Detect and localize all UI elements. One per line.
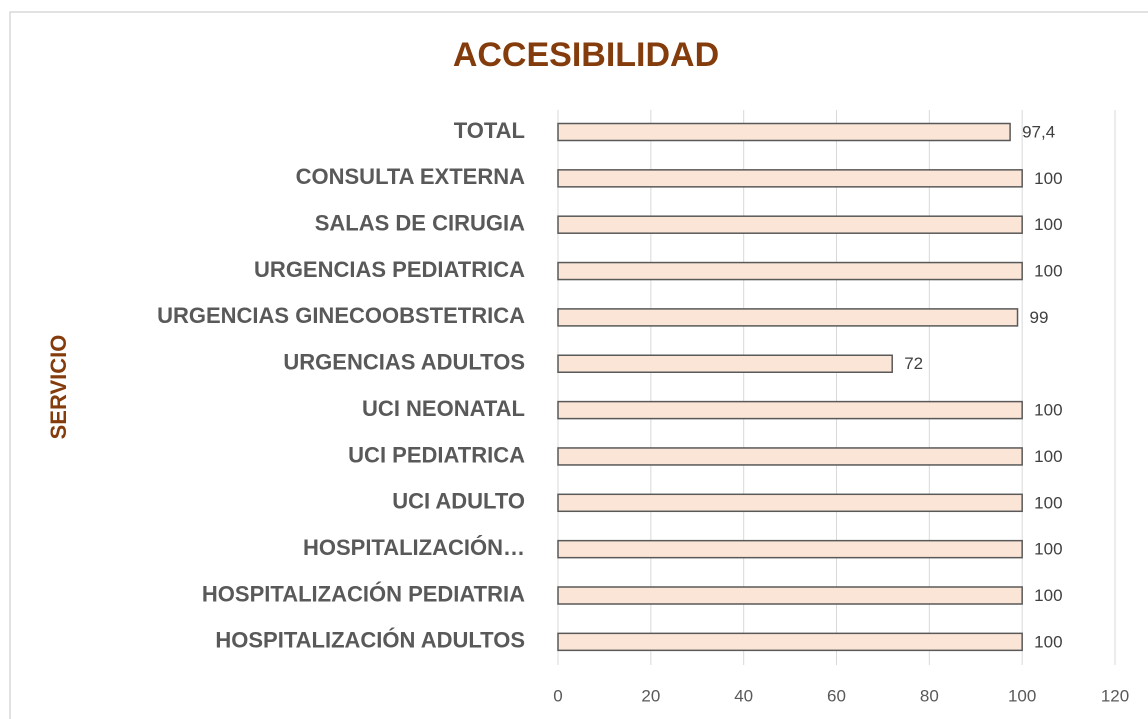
category-label: TOTAL [454,118,525,143]
data-label: 100 [1034,262,1062,281]
bar [557,122,1011,142]
x-tick-label: 60 [827,686,846,705]
category-label: SALAS DE CIRUGIA [315,211,525,236]
data-label: 100 [1034,401,1062,420]
category-label: UCI PEDIATRICA [348,442,525,467]
data-label: 100 [1034,447,1062,466]
data-label: 100 [1034,632,1062,651]
data-label: 99 [1030,308,1049,327]
data-label: 100 [1034,540,1062,559]
chart-frame [9,11,1148,719]
category-label: URGENCIAS GINECOOBSTETRICA [157,303,525,328]
bar [557,169,1023,188]
x-tick-label: 40 [734,686,753,705]
x-tick-label: 100 [1008,686,1036,705]
category-label: URGENCIAS ADULTOS [283,350,525,375]
category-label: UCI ADULTO [392,489,525,514]
x-tick-label: 80 [920,686,939,705]
bar [557,400,1023,420]
bar [557,539,1023,559]
data-label: 100 [1034,215,1062,234]
data-label: 100 [1034,586,1062,605]
bar [557,493,1023,513]
category-label: URGENCIAS PEDIATRICA [254,257,525,282]
chart-title: ACCESIBILIDAD [453,36,719,74]
data-label: 100 [1034,169,1062,188]
x-tick-label: 0 [553,686,562,705]
y-axis-label: SERVICIO [46,335,71,440]
category-label: HOSPITALIZACIÓN ADULTOS [215,628,525,653]
x-tick-label: 120 [1101,686,1129,705]
bar [557,215,1023,234]
data-label: 100 [1034,493,1062,512]
bar [557,632,1023,652]
category-label: HOSPITALIZACIÓN PEDIATRIA [202,581,525,606]
bar [557,586,1023,605]
bar [557,354,893,373]
bar [557,447,1023,466]
data-label: 72 [904,354,923,373]
category-label: HOSPITALIZACIÓN… [303,535,525,560]
data-label: 97,4 [1022,122,1055,141]
bar [557,261,1023,281]
bar [557,308,1019,327]
category-label: CONSULTA EXTERNA [296,164,525,189]
x-tick-label: 20 [641,686,660,705]
category-label: UCI NEONATAL [362,396,525,421]
